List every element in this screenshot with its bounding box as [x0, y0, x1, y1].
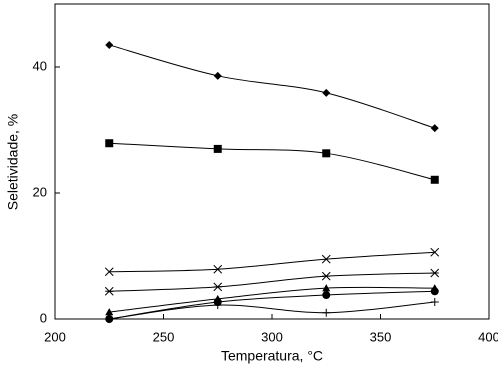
marker: [213, 144, 222, 153]
marker: [213, 71, 222, 80]
series-line: [109, 301, 435, 320]
x-tick-label: 300: [261, 329, 283, 344]
marker: [104, 267, 114, 277]
marker: [322, 308, 331, 317]
marker: [322, 284, 331, 292]
x-tick-label: 200: [44, 329, 66, 344]
marker: [430, 175, 439, 184]
series-line: [109, 142, 435, 181]
y-axis-title: Seletividade, %: [5, 114, 21, 211]
y-tick-label: 0: [40, 310, 47, 325]
marker: [213, 301, 222, 310]
marker: [321, 254, 331, 264]
x-tick-label: 350: [370, 329, 392, 344]
marker: [430, 268, 440, 278]
marker: [322, 149, 331, 158]
y-tick-label: 20: [33, 184, 47, 199]
y-tick-label: 40: [33, 58, 47, 73]
x-tick-label: 400: [478, 329, 498, 344]
marker: [322, 291, 331, 300]
x-tick-label: 250: [153, 329, 175, 344]
marker: [322, 88, 331, 97]
marker: [105, 139, 114, 148]
marker: [213, 264, 223, 274]
marker: [430, 287, 439, 296]
marker: [430, 247, 440, 257]
marker: [104, 286, 114, 296]
x-axis-title: Temperatura, °C: [221, 348, 323, 364]
marker: [321, 271, 331, 281]
series-line: [109, 251, 435, 273]
marker: [105, 315, 114, 323]
series-line: [109, 290, 435, 320]
marker: [105, 308, 114, 316]
series-line: [109, 44, 435, 129]
series-line: [109, 286, 435, 313]
series-line: [109, 272, 435, 292]
marker: [430, 297, 439, 306]
marker: [213, 282, 223, 292]
marker: [105, 40, 114, 49]
marker: [430, 124, 439, 133]
